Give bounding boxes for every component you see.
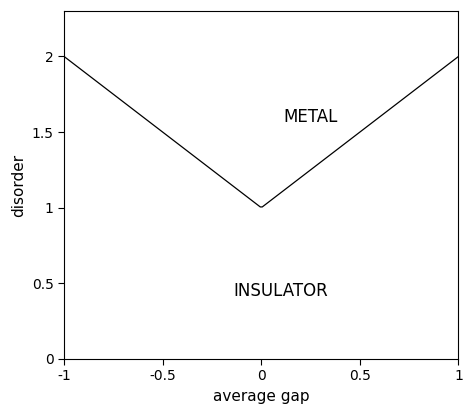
Text: METAL: METAL xyxy=(283,108,338,126)
Y-axis label: disorder: disorder xyxy=(11,154,26,217)
X-axis label: average gap: average gap xyxy=(213,389,310,404)
Text: INSULATOR: INSULATOR xyxy=(234,282,328,300)
